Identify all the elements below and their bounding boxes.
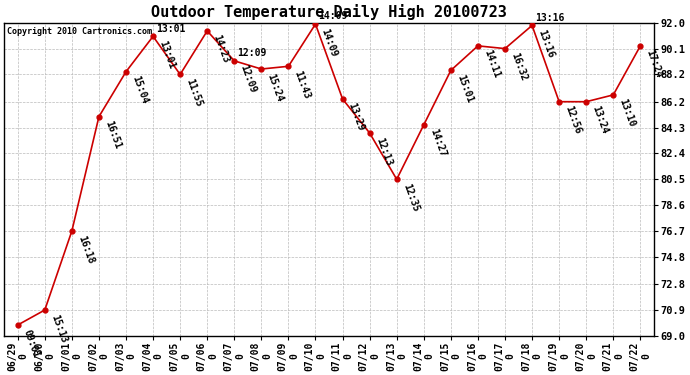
- Text: 15:24: 15:24: [266, 72, 285, 103]
- Text: 15:13: 15:13: [49, 313, 68, 344]
- Text: 13:24: 13:24: [591, 105, 610, 135]
- Text: 13:01: 13:01: [156, 24, 185, 33]
- Text: 12:13: 12:13: [374, 136, 393, 167]
- Text: 13:16: 13:16: [535, 13, 564, 22]
- Text: 09:01: 09:01: [22, 328, 41, 359]
- Text: 13:29: 13:29: [347, 102, 366, 133]
- Text: 12:09: 12:09: [239, 64, 258, 94]
- Text: 13:10: 13:10: [618, 98, 637, 129]
- Text: 14:23: 14:23: [211, 34, 231, 65]
- Text: 13:01: 13:01: [157, 39, 177, 70]
- Text: 15:01: 15:01: [455, 73, 475, 104]
- Text: 14:27: 14:27: [428, 128, 447, 159]
- Text: 13:16: 13:16: [536, 28, 555, 59]
- Text: 11:55: 11:55: [184, 77, 204, 108]
- Text: 15:04: 15:04: [130, 75, 150, 105]
- Title: Outdoor Temperature Daily High 20100723: Outdoor Temperature Daily High 20100723: [151, 4, 507, 20]
- Text: 16:51: 16:51: [103, 120, 123, 150]
- Text: 14:11: 14:11: [482, 49, 502, 80]
- Text: 14:09: 14:09: [318, 11, 348, 21]
- Text: 12:09: 12:09: [237, 48, 266, 58]
- Text: 14:09: 14:09: [319, 27, 339, 58]
- Text: 16:18: 16:18: [76, 234, 95, 265]
- Text: 12:56: 12:56: [563, 105, 583, 135]
- Text: Copyright 2010 Cartronics.com: Copyright 2010 Cartronics.com: [8, 27, 152, 36]
- Text: 16:32: 16:32: [509, 51, 529, 82]
- Text: 17:24: 17:24: [644, 49, 664, 80]
- Text: 11:43: 11:43: [293, 69, 312, 100]
- Text: 12:35: 12:35: [401, 182, 420, 213]
